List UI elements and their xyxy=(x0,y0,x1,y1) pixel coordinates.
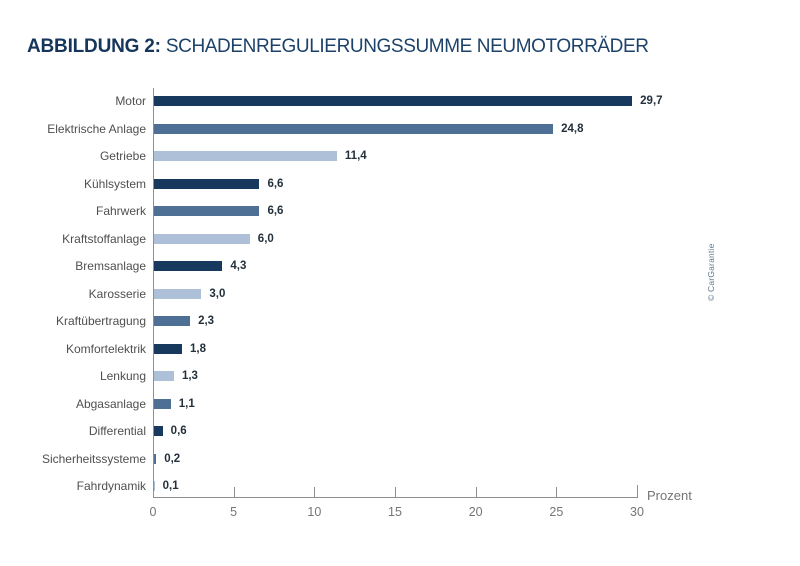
bar xyxy=(153,398,171,409)
x-tick-label: 25 xyxy=(549,505,564,519)
value-label: 11,4 xyxy=(344,150,367,162)
y-axis-line xyxy=(153,88,154,498)
bar xyxy=(153,151,337,161)
category-label: Abgasanlage xyxy=(75,396,146,411)
x-axis-line xyxy=(153,497,638,498)
x-tick-label: 30 xyxy=(630,505,644,519)
category-label: Motor xyxy=(115,94,146,108)
figure-title-text: SCHADENREGULIERUNGSSUMME NEUMOTORRÄDER xyxy=(165,36,649,57)
category-label: Kühlsystem xyxy=(83,176,146,191)
x-axis-tick xyxy=(395,487,396,497)
value-label: 1,8 xyxy=(190,342,207,355)
bar xyxy=(153,316,191,326)
value-label: 3,0 xyxy=(209,287,226,300)
value-label: 1,3 xyxy=(181,370,198,382)
x-tick-label: 20 xyxy=(468,505,483,519)
bar xyxy=(153,371,174,381)
category-label: Lenkung xyxy=(99,369,146,383)
bar xyxy=(153,343,183,354)
bar xyxy=(153,426,163,436)
category-label: Kraftstoffanlage xyxy=(62,231,146,246)
bar xyxy=(153,96,633,106)
value-label: 0,1 xyxy=(162,480,179,492)
value-label: 29,7 xyxy=(640,95,663,107)
x-axis-unit-label: Prozent xyxy=(647,488,692,503)
value-label: 24,8 xyxy=(561,122,584,135)
x-axis-tick xyxy=(475,487,477,497)
bar xyxy=(153,233,250,244)
category-label: Getriebe xyxy=(99,149,146,163)
x-axis-tick xyxy=(637,485,638,497)
copyright-credit: © CarGarantie xyxy=(706,243,716,301)
value-label: 6,6 xyxy=(267,177,284,190)
value-label: 2,3 xyxy=(198,315,215,327)
category-label: Kraftübertragung xyxy=(55,314,146,328)
category-label: Differential xyxy=(88,424,146,438)
bar xyxy=(153,261,223,271)
value-label: 6,6 xyxy=(267,205,284,217)
bar xyxy=(153,206,260,216)
figure-title: ABBILDUNG 2: SCHADENREGULIERUNGSSUMME NE… xyxy=(27,36,649,58)
category-label: Elektrische Anlage xyxy=(47,121,146,136)
bar xyxy=(153,288,202,299)
x-axis-tick xyxy=(556,487,558,497)
x-tick-label: 5 xyxy=(230,505,238,519)
category-label: Komfortelektrik xyxy=(65,341,146,356)
bar xyxy=(153,178,260,189)
value-label: 0,2 xyxy=(164,452,181,465)
x-tick-label: 10 xyxy=(307,505,322,519)
category-label: Sicherheitssysteme xyxy=(41,451,146,466)
category-label: Bremsanlage xyxy=(75,259,146,273)
x-tick-label: 15 xyxy=(388,505,402,519)
value-label: 0,6 xyxy=(170,425,187,437)
x-axis-tick xyxy=(314,487,316,497)
category-label: Fahrdynamik xyxy=(76,479,146,493)
figure-title-prefix: ABBILDUNG 2: xyxy=(27,36,161,57)
category-label: Karosserie xyxy=(88,286,146,301)
x-axis-tick xyxy=(233,487,235,497)
bar xyxy=(153,453,157,464)
value-label: 1,1 xyxy=(178,397,195,410)
bar xyxy=(153,123,554,134)
category-label: Fahrwerk xyxy=(95,204,146,218)
value-label: 4,3 xyxy=(230,260,247,272)
value-label: 6,0 xyxy=(257,232,274,245)
x-tick-label: 0 xyxy=(149,505,157,519)
